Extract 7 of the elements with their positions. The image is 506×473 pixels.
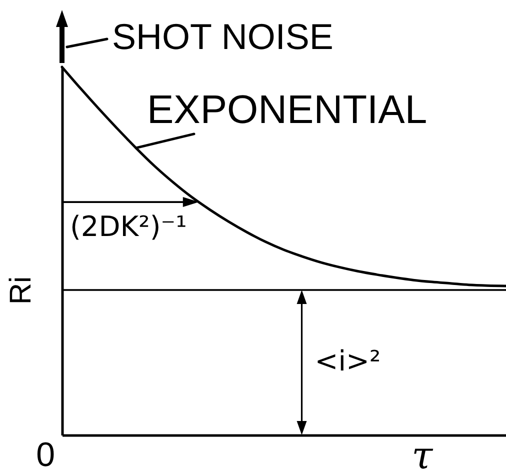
annotation: (2DK²)⁻¹ (70, 210, 187, 244)
text: SHOT NOISE (112, 16, 334, 57)
series-label: EXPONENTIAL (147, 88, 428, 132)
y-axis-title: Ri (4, 276, 38, 305)
x-axis-title: τ (412, 434, 434, 473)
ref-line-label: <i>² (314, 344, 381, 378)
text: 0 (36, 436, 55, 473)
